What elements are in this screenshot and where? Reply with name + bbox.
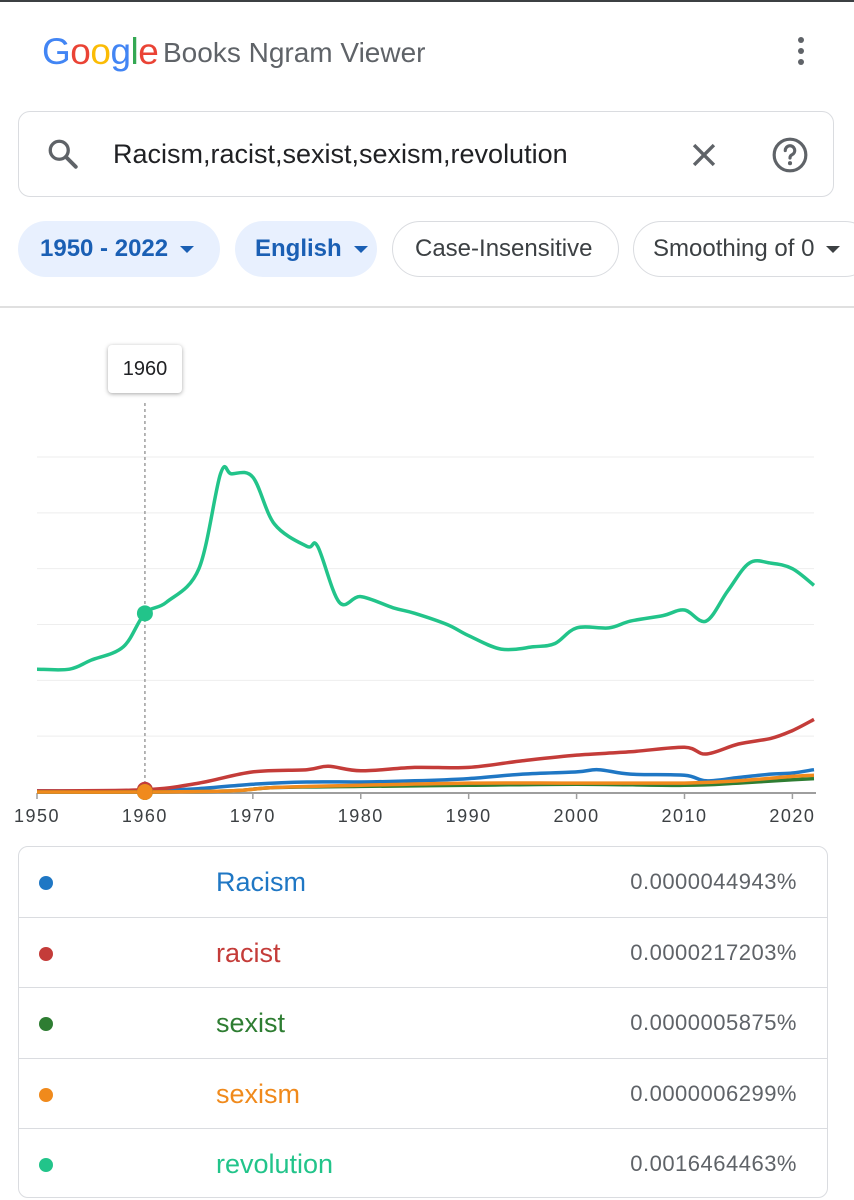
- hover-point-sexism: [136, 784, 153, 800]
- google-logo: Google: [42, 31, 159, 72]
- search-input[interactable]: [113, 134, 673, 174]
- series-color-dot: [39, 1157, 53, 1172]
- legend-row-racism[interactable]: Racism 0.0000044943%: [19, 847, 827, 917]
- x-tick-label: 2000: [554, 806, 600, 826]
- series-color-dot: [39, 1087, 53, 1102]
- legend-series-name[interactable]: revolution: [216, 1148, 334, 1179]
- legend-series-value: 0.0016464463%: [630, 1150, 797, 1176]
- chevron-down-icon: [826, 245, 841, 253]
- year-range-label: 1950 - 2022: [40, 235, 169, 262]
- logo-letter: o: [70, 31, 91, 72]
- legend-row-sexism[interactable]: sexism 0.0000006299%: [19, 1057, 827, 1128]
- x-tick-label: 2020: [769, 806, 815, 826]
- series-line-racist: [36, 717, 815, 793]
- legend-series-value: 0.0000005875%: [630, 1010, 797, 1036]
- search-icon[interactable]: [45, 136, 81, 172]
- legend-table: Racism 0.0000044943% racist 0.0000217203% se…: [18, 846, 828, 1198]
- x-tick-label: 2010: [661, 806, 707, 826]
- series-color-dot: [39, 947, 53, 962]
- app-title: Books Ngram Viewer: [163, 37, 426, 68]
- x-tick-label: 1970: [230, 806, 276, 826]
- more-options-icon[interactable]: [786, 37, 816, 73]
- divider: [0, 306, 854, 308]
- hover-point-revolution: [136, 605, 153, 622]
- legend-series-name[interactable]: Racism: [216, 867, 307, 897]
- x-tick-label: 1960: [122, 806, 168, 826]
- clear-icon[interactable]: [687, 138, 721, 172]
- chevron-down-icon: [353, 245, 368, 253]
- legend-row-sexist[interactable]: sexist 0.0000005875%: [19, 987, 827, 1057]
- x-tick-label: 1980: [338, 806, 384, 826]
- legend-series-name[interactable]: racist: [216, 938, 281, 969]
- language-label: English: [255, 235, 342, 262]
- series-color-dot: [39, 1017, 53, 1032]
- year-range-dropdown[interactable]: 1950 - 2022: [18, 221, 220, 277]
- series-color-dot: [39, 876, 53, 890]
- search-box[interactable]: [18, 111, 834, 197]
- top-border: [0, 0, 854, 2]
- case-insensitive-toggle[interactable]: Case-Insensitive: [392, 221, 619, 277]
- logo-letter: l: [130, 31, 139, 72]
- legend-series-value: 0.0000217203%: [630, 940, 797, 966]
- legend-series-value: 0.0000044943%: [630, 869, 797, 894]
- series-line-racism: [36, 767, 815, 793]
- chevron-down-icon: [180, 245, 195, 253]
- legend-row-revolution[interactable]: revolution 0.0016464463%: [19, 1127, 827, 1197]
- legend-series-name[interactable]: sexist: [216, 1008, 286, 1039]
- logo-letter: o: [90, 31, 111, 72]
- help-icon[interactable]: [771, 136, 809, 174]
- logo-letter: e: [138, 31, 159, 72]
- tooltip-year: 1960: [122, 357, 168, 380]
- case-label: Case-Insensitive: [415, 235, 593, 262]
- smoothing-dropdown[interactable]: Smoothing of 0: [633, 221, 854, 277]
- hover-year-tooltip: 1960: [108, 345, 182, 393]
- legend-series-name[interactable]: sexism: [216, 1078, 301, 1109]
- x-tick-label: 1990: [446, 806, 492, 826]
- ngram-chart[interactable]: 1950 1960 1970 1980 1990 2000 2010 2020: [0, 340, 854, 840]
- smoothing-label: Smoothing of 0: [653, 235, 815, 262]
- legend-series-value: 0.0000006299%: [630, 1080, 797, 1106]
- series-line-revolution: [36, 464, 816, 672]
- series-line-sexism: [36, 773, 815, 794]
- logo-letter: G: [42, 31, 71, 72]
- language-dropdown[interactable]: English: [235, 221, 377, 277]
- legend-row-racist[interactable]: racist 0.0000217203%: [19, 917, 827, 987]
- logo-letter: g: [110, 31, 131, 72]
- x-tick-label: 1950: [14, 806, 60, 826]
